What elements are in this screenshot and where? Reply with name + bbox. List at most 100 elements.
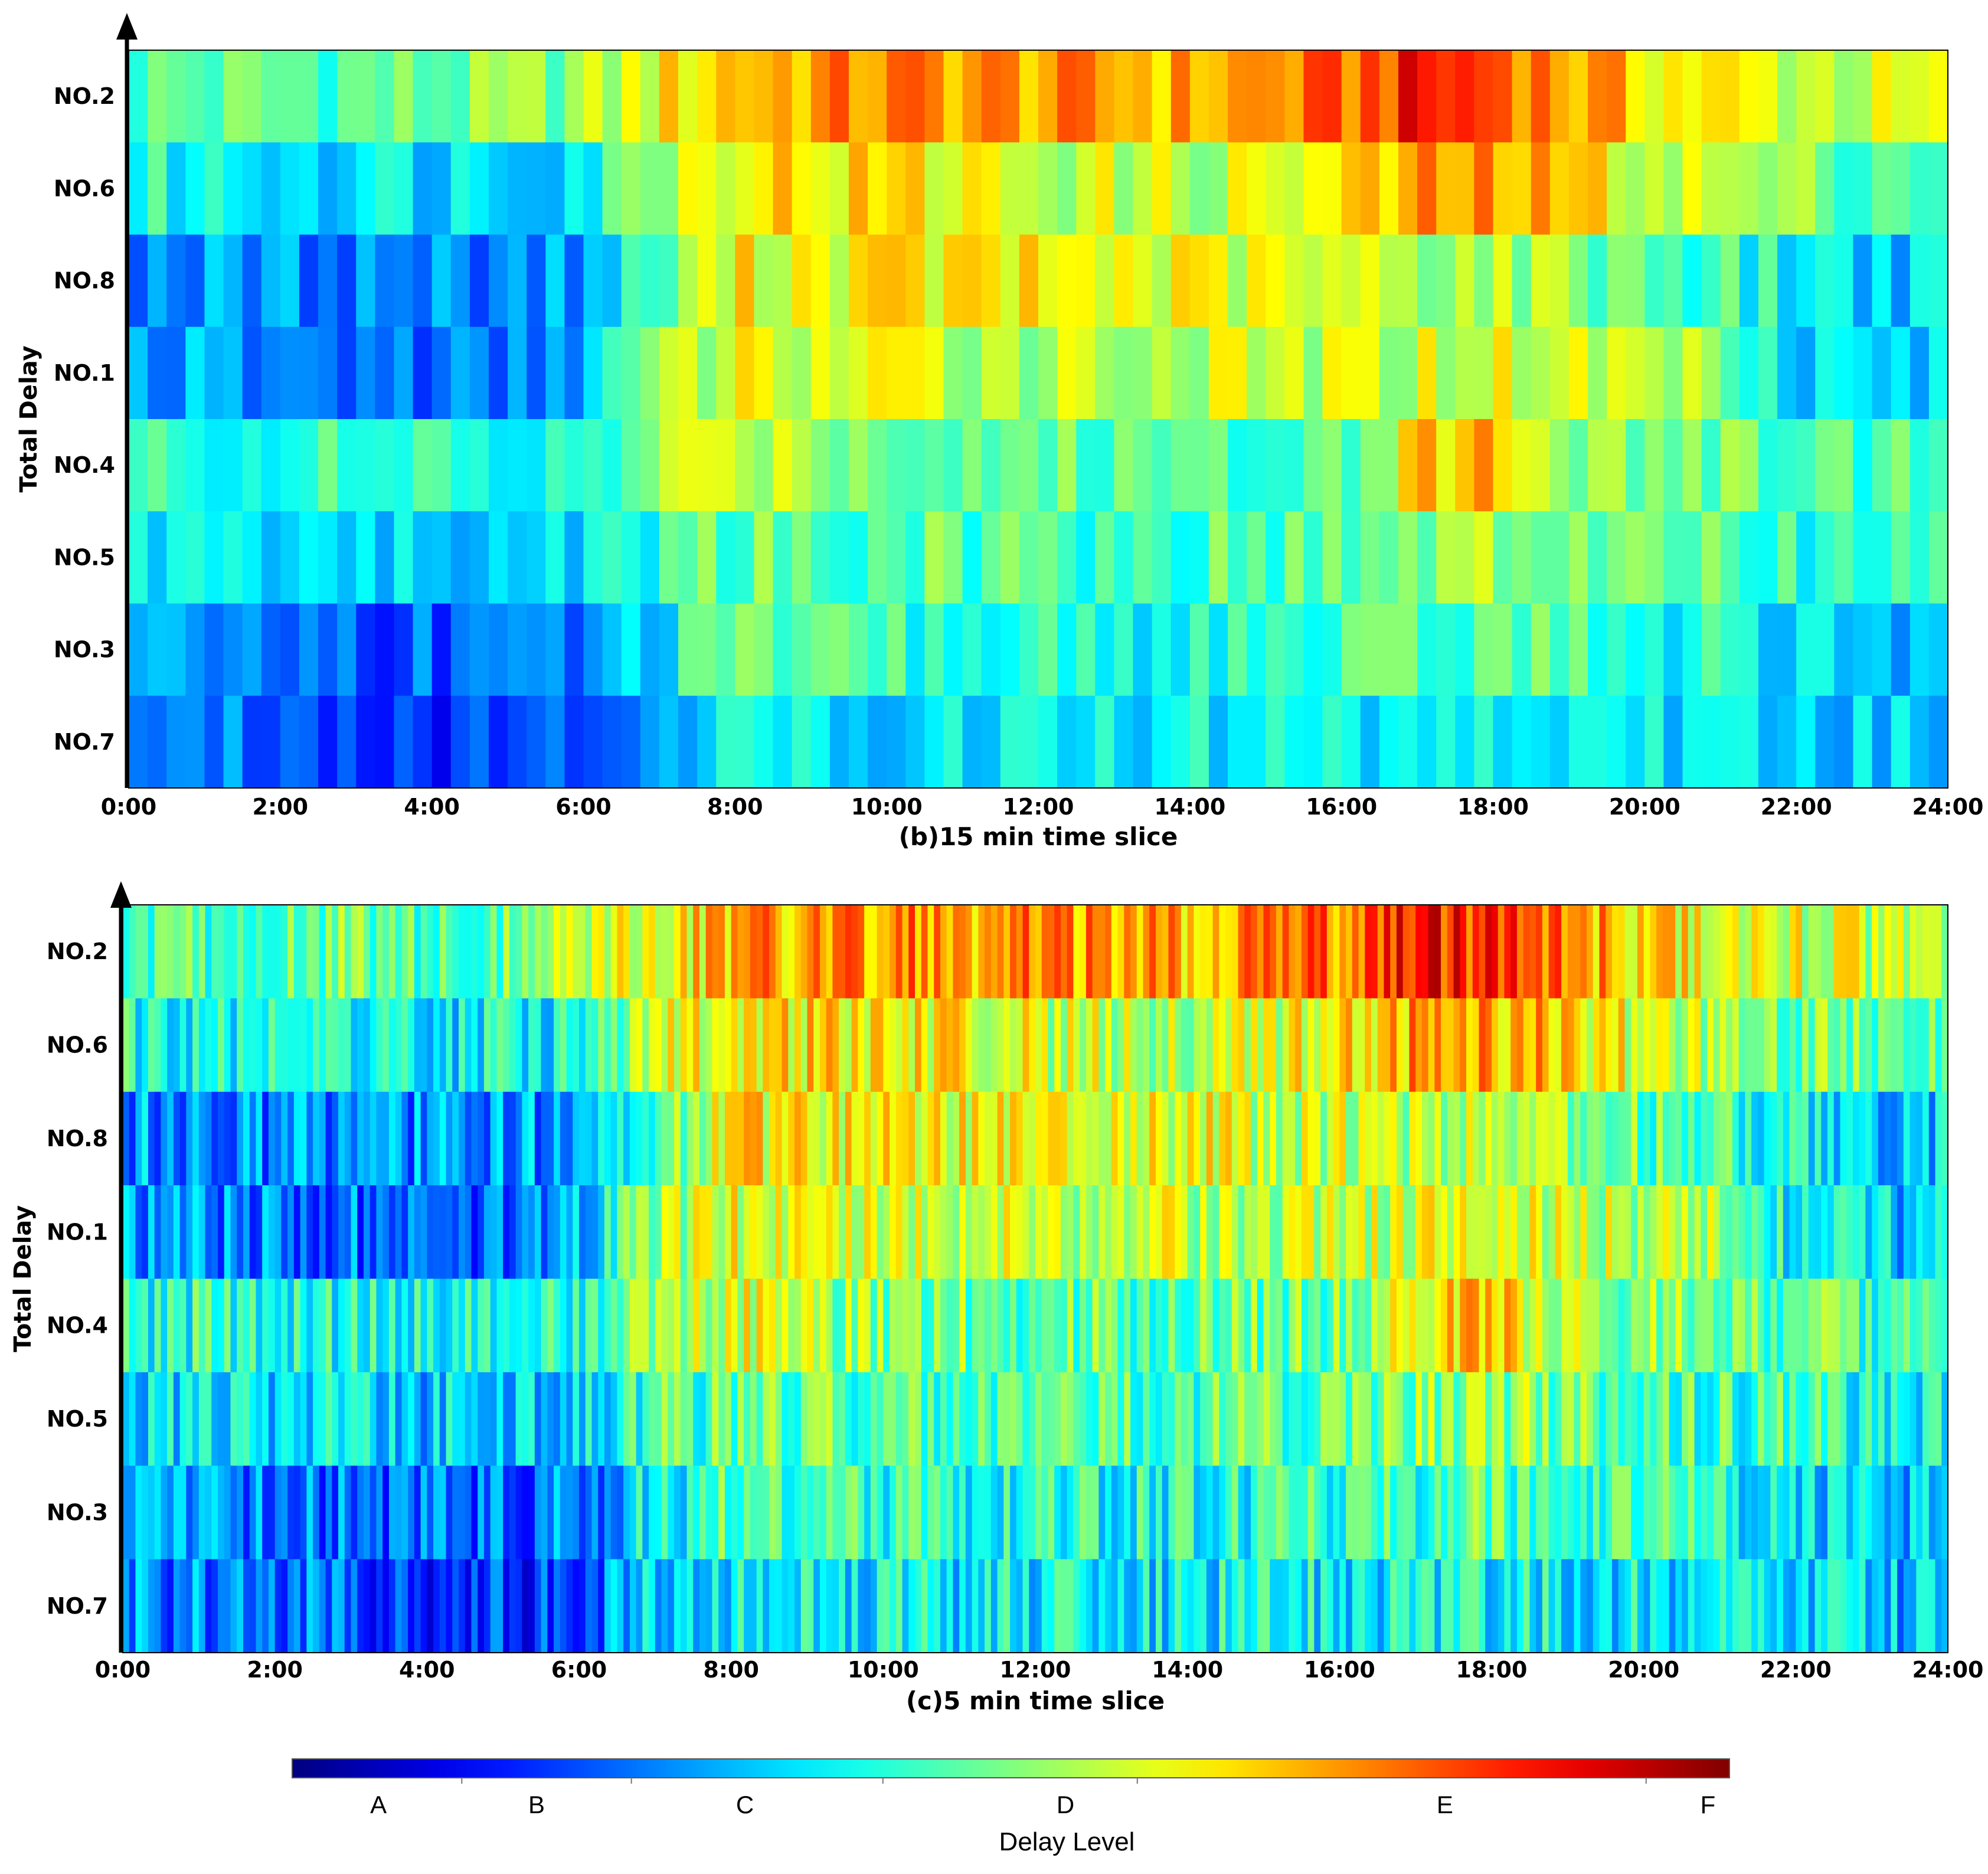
- heatmap-cell: [972, 1559, 979, 1653]
- heatmap-cell: [1228, 603, 1247, 696]
- heatmap-panel-b: NO.2NO.6NO.8NO.1NO.4NO.5NO.3NO.7 0:00 2:0…: [15, 13, 1983, 851]
- heatmap-cell: [185, 419, 205, 512]
- heatmap-cell: [1358, 1372, 1365, 1466]
- heatmap-cell: [1270, 1559, 1277, 1653]
- heatmap-cell: [204, 419, 224, 512]
- heatmap-cell: [1377, 1185, 1385, 1280]
- heatmap-cell: [1555, 1372, 1562, 1466]
- heatmap-cell: [1909, 50, 1930, 143]
- heatmap-cell: [375, 603, 395, 696]
- heatmap-cell: [1720, 419, 1740, 512]
- heatmap-cell: [1396, 1466, 1404, 1560]
- heatmap-cell: [129, 1091, 136, 1186]
- heatmap-cell: [1105, 905, 1112, 999]
- heatmap-cell: [813, 998, 820, 1093]
- heatmap-cell: [1447, 998, 1454, 1093]
- heatmap-cell: [287, 1278, 295, 1373]
- heatmap-cell: [1588, 603, 1607, 696]
- heatmap-cell: [243, 998, 250, 1093]
- heatmap-cell: [1796, 1185, 1803, 1280]
- heatmap-cell: [376, 905, 383, 999]
- heatmap-cell: [1029, 1466, 1036, 1560]
- heatmap-cell: [1270, 1372, 1277, 1466]
- heatmap-cell: [1417, 234, 1437, 328]
- heatmap-cell: [318, 695, 338, 789]
- heatmap-cell: [1493, 142, 1513, 236]
- heatmap-cell: [693, 1466, 700, 1560]
- heatmap-cell: [1618, 1091, 1626, 1186]
- heatmap-cell: [1322, 603, 1342, 696]
- heatmap-cell: [1136, 905, 1144, 999]
- heatmap-cell: [716, 142, 735, 236]
- heatmap-cell: [1111, 1372, 1119, 1466]
- heatmap-cell: [395, 1559, 402, 1653]
- heatmap-cell: [756, 1091, 763, 1186]
- heatmap-cell: [1777, 326, 1797, 420]
- heatmap-cell: [1549, 511, 1570, 604]
- heatmap-cell: [338, 905, 345, 999]
- heatmap-cell: [1758, 603, 1778, 696]
- heatmap-cell: [299, 511, 319, 604]
- heatmap-cell: [268, 1559, 276, 1653]
- heatmap-cell: [636, 1466, 643, 1560]
- heatmap-cell: [1170, 50, 1191, 143]
- heatmap-cell: [864, 1372, 871, 1466]
- heatmap-cell: [478, 998, 485, 1093]
- heatmap-cell: [1935, 1091, 1942, 1186]
- heatmap-cell: [1206, 905, 1214, 999]
- heatmap-cell: [1701, 1559, 1708, 1653]
- heatmap-cell: [604, 1372, 612, 1466]
- heatmap-cell: [731, 998, 738, 1093]
- heatmap-cell: [902, 1559, 909, 1653]
- heatmap-cell: [769, 1372, 776, 1466]
- heatmap-cell: [773, 695, 793, 789]
- heatmap-cell: [1396, 905, 1404, 999]
- heatmap-cell: [173, 1559, 181, 1653]
- heatmap-cell: [1428, 905, 1435, 999]
- heatmap-cell: [1421, 1466, 1429, 1560]
- heatmap-cell: [680, 1278, 688, 1373]
- heatmap-cell: [382, 905, 390, 999]
- heatmap-cell: [395, 905, 402, 999]
- heatmap-cell: [299, 326, 319, 420]
- heatmap-cell: [186, 1278, 193, 1373]
- heatmap-cell: [883, 1185, 890, 1280]
- heatmap-cell: [211, 1185, 218, 1280]
- heatmap-cell: [1599, 1278, 1606, 1373]
- heatmap-cell: [583, 50, 603, 143]
- heatmap-cell: [1474, 511, 1494, 604]
- heatmap-cell: [185, 603, 205, 696]
- heatmap-cell: [1732, 1466, 1740, 1560]
- heatmap-cell: [1510, 1559, 1518, 1653]
- heatmap-cell: [338, 998, 345, 1093]
- heatmap-cell: [1155, 1185, 1163, 1280]
- heatmap-cell: [1504, 1466, 1511, 1560]
- heatmap-cell: [1777, 1278, 1784, 1373]
- heatmap-cell: [300, 1372, 307, 1466]
- heatmap-cell: [623, 905, 630, 999]
- heatmap-cell: [528, 1372, 535, 1466]
- heatmap-cell: [1770, 1091, 1777, 1186]
- heatmap-cell: [287, 1091, 295, 1186]
- heatmap-cell: [659, 50, 679, 143]
- heatmap-cell: [800, 1466, 808, 1560]
- heatmap-cell: [1352, 998, 1359, 1093]
- heatmap-cell: [864, 1466, 871, 1560]
- heatmap-cell: [788, 1278, 795, 1373]
- heatmap-cell: [724, 1091, 732, 1186]
- heatmap-cell: [697, 695, 717, 789]
- heatmap-cell: [564, 234, 584, 328]
- heatmap-cell: [1231, 1466, 1239, 1560]
- heatmap-cell: [1637, 1278, 1644, 1373]
- heatmap-cell: [394, 50, 414, 143]
- heatmap-cell: [357, 1466, 364, 1560]
- heatmap-cell: [1631, 1559, 1638, 1653]
- heatmap-cell: [1390, 1559, 1397, 1653]
- heatmap-cell: [1745, 1185, 1752, 1280]
- heatmap-cell: [1531, 50, 1551, 143]
- heatmap-cell: [997, 1466, 1004, 1560]
- heatmap-cell: [357, 905, 364, 999]
- heatmap-cell: [661, 1372, 668, 1466]
- row-label: NO.4: [47, 1313, 108, 1339]
- heatmap-cell: [640, 326, 660, 420]
